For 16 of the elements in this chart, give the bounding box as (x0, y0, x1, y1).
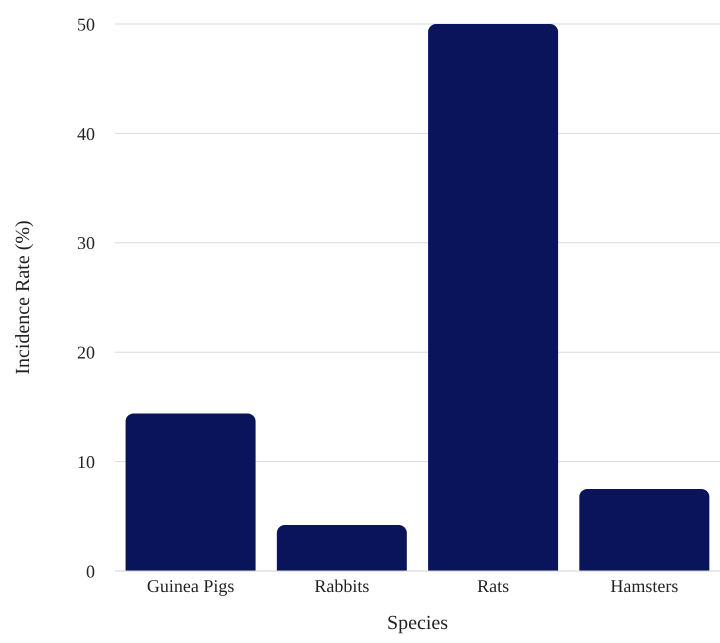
x-tick-label: Guinea Pigs (146, 576, 234, 596)
y-axis-title: Incidence Rate (%) (12, 220, 34, 375)
y-tick-label: 0 (86, 561, 95, 582)
y-tick-label: 20 (77, 342, 95, 363)
y-tick-label: 10 (77, 452, 95, 472)
y-tick-label: 30 (77, 233, 95, 254)
y-tick-label: 40 (77, 124, 95, 144)
bar (126, 413, 256, 571)
bar (276, 525, 407, 571)
bar (579, 488, 710, 571)
y-tick-label: 50 (77, 14, 95, 34)
x-axis-title: Species (386, 612, 448, 634)
x-tick-label: Rats (477, 576, 510, 596)
bar (428, 24, 558, 571)
x-tick-label: Hamsters (610, 576, 678, 596)
x-tick-label: Rabbits (314, 576, 370, 596)
